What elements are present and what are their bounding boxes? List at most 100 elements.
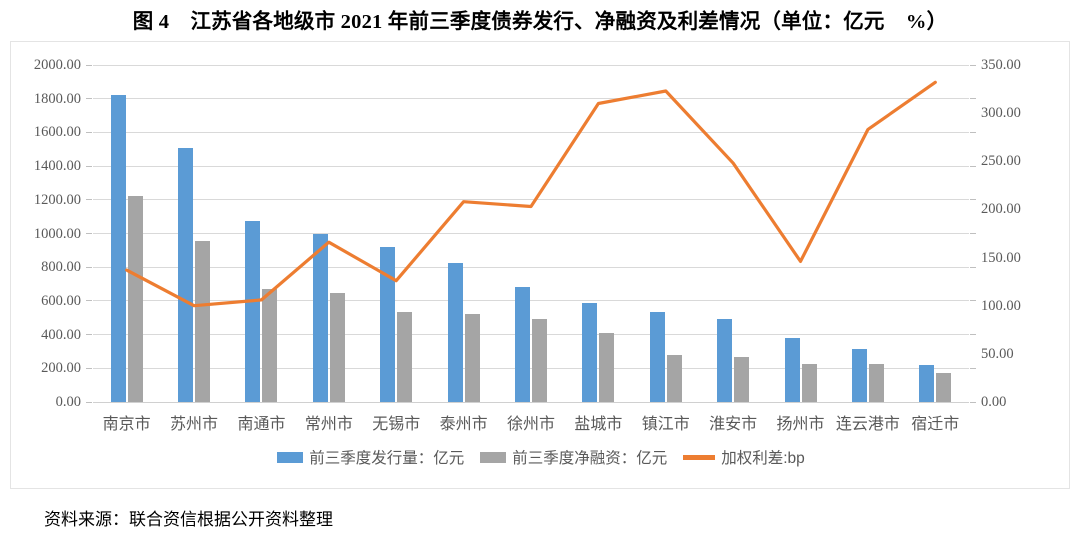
figure-title: 图 4 江苏省各地级市 2021 年前三季度债券发行、净融资及利差情况（单位：亿… (132, 11, 948, 33)
axis-tick-mark (86, 165, 92, 167)
line-weighted-spread (125, 80, 937, 308)
bar-前三季度净融资-亿元-南京市 (127, 196, 143, 402)
x-axis-label-宿迁市: 宿迁市 (911, 416, 960, 433)
gridline (93, 131, 969, 133)
axis-tick-mark (970, 98, 976, 100)
axis-tick-mark (970, 165, 976, 167)
y-axis-left-tick-label: 1000.00 (33, 225, 81, 242)
axis-tick-mark (970, 131, 976, 133)
y-axis-right-tick-label: 200.00 (981, 201, 1021, 218)
axis-tick-mark (970, 233, 976, 234)
bar-前三季度发行量-亿元-连云港市 (851, 348, 867, 402)
axis-tick-mark (970, 401, 976, 403)
gridline (93, 199, 969, 201)
bar-前三季度发行量-亿元-南通市 (245, 220, 261, 402)
y-axis-left-tick-label: 1400.00 (33, 158, 81, 175)
x-axis-label-南京市: 南京市 (102, 416, 151, 433)
axis-tick-mark (86, 64, 92, 66)
gridline (93, 367, 969, 369)
axis-tick-mark (86, 233, 92, 234)
y-axis-left-tick-label: 1200.00 (33, 191, 81, 208)
bar-前三季度发行量-亿元-宿迁市 (919, 364, 935, 402)
y-axis-right-tick-label: 150.00 (981, 249, 1021, 266)
x-axis-label-徐州市: 徐州市 (506, 416, 555, 433)
bar-前三季度净融资-亿元-泰州市 (464, 313, 480, 402)
axis-tick-mark (970, 199, 976, 201)
y-axis-left-tick-label: 0.00 (55, 394, 81, 410)
line-series-layer (125, 80, 937, 308)
bar-前三季度净融资-亿元-南通市 (262, 289, 278, 402)
axis-tick-mark (86, 98, 92, 100)
gridline (93, 64, 969, 66)
axis-tick-mark (86, 131, 92, 133)
gridline (93, 401, 969, 403)
legend-label-net-financing: 前三季度净融资：亿元 (512, 450, 668, 467)
axis-tick-mark (970, 300, 976, 302)
y-axis-left-tick-label: 1800.00 (33, 90, 81, 107)
legend-item-weighted-spread[interactable]: 加权利差:bp (683, 446, 805, 468)
gridline (93, 266, 969, 268)
legend-label-weighted-spread: 加权利差:bp (721, 450, 805, 467)
bar-前三季度净融资-亿元-宿迁市 (936, 373, 952, 402)
bar-前三季度发行量-亿元-扬州市 (784, 337, 800, 402)
bar-前三季度净融资-亿元-扬州市 (801, 364, 817, 402)
bar-前三季度净融资-亿元-镇江市 (666, 354, 682, 402)
axis-tick-mark (86, 199, 92, 201)
y-axis-left-tick-label: 400.00 (41, 326, 81, 343)
gridline (93, 165, 969, 167)
bar-前三季度发行量-亿元-淮安市 (717, 319, 733, 402)
y-axis-right-tick-label: 50.00 (981, 345, 1014, 362)
y-axis-right-tick-label: 0.00 (981, 394, 1007, 410)
x-axis-label-盐城市: 盐城市 (574, 416, 623, 433)
bar-前三季度发行量-亿元-常州市 (312, 233, 328, 402)
bar-前三季度发行量-亿元-苏州市 (178, 147, 194, 402)
bar-前三季度净融资-亿元-淮安市 (734, 357, 750, 402)
bar-前三季度发行量-亿元-镇江市 (649, 311, 665, 402)
y-axis-left-tick-label: 200.00 (41, 360, 81, 377)
y-axis-right-tick-label: 300.00 (981, 105, 1021, 122)
x-axis-label-苏州市: 苏州市 (170, 416, 219, 433)
legend-swatch-net-financing-square-icon (480, 451, 507, 463)
bar-前三季度净融资-亿元-无锡市 (397, 311, 413, 402)
chart-legend: 前三季度发行量：亿元 前三季度净融资：亿元 加权利差:bp (11, 446, 1071, 468)
y-axis-right-tick-label: 100.00 (981, 297, 1021, 314)
axis-tick-mark (970, 334, 976, 336)
y-axis-right-tick-label: 350.00 (981, 57, 1021, 73)
x-axis-label-扬州市: 扬州市 (776, 416, 825, 433)
axis-tick-mark (86, 367, 92, 369)
axis-tick-mark (86, 300, 92, 302)
x-axis-label-镇江市: 镇江市 (641, 416, 690, 433)
bar-前三季度发行量-亿元-南京市 (110, 95, 126, 402)
x-axis-labels: 南京市 苏州市 南通市 常州市 无锡市 泰州市 徐州市 盐城市 镇江市 淮安市 扬州市 连云港市 宿迁市 (93, 410, 969, 436)
gridline (93, 334, 969, 336)
source-note: 资料来源：联合资信根据公开资料整理 (44, 510, 333, 529)
axis-tick-mark (86, 266, 92, 268)
y-axis-left-tick-label: 1600.00 (33, 124, 81, 141)
chart-canvas: 0.00 200.00 400.00 600.00 800.00 1000.00 1200.… (10, 41, 1070, 489)
x-axis-label-常州市: 常州市 (304, 416, 353, 433)
bar-前三季度净融资-亿元-徐州市 (532, 319, 547, 402)
axis-tick-mark (970, 64, 976, 66)
legend-item-issuance[interactable]: 前三季度发行量：亿元 (277, 446, 464, 468)
bar-前三季度发行量-亿元-泰州市 (447, 263, 463, 402)
x-axis-label-连云港市: 连云港市 (835, 416, 900, 433)
gridline (93, 300, 969, 302)
legend-label-issuance: 前三季度发行量：亿元 (309, 450, 465, 467)
gridline (93, 98, 969, 100)
y-axis-right-tick-label: 250.00 (981, 153, 1021, 170)
y-axis-left-tick-label: 600.00 (41, 292, 81, 309)
axis-tick-mark (970, 367, 976, 369)
axis-tick-mark (86, 334, 92, 336)
bar-前三季度净融资-亿元-苏州市 (195, 241, 211, 402)
x-axis-label-泰州市: 泰州市 (439, 416, 488, 433)
axis-tick-mark (86, 401, 92, 403)
plot-area (86, 64, 976, 403)
y-axis-left-tick-label: 2000.00 (33, 57, 81, 73)
legend-item-net-financing[interactable]: 前三季度净融资：亿元 (480, 446, 667, 468)
legend-swatch-issuance-square-icon (277, 451, 304, 463)
bar-前三季度发行量-亿元-无锡市 (380, 246, 396, 402)
axis-tick-mark (970, 266, 976, 268)
y-axis-left-tick-label: 800.00 (41, 259, 81, 276)
x-axis-label-淮安市: 淮安市 (709, 416, 758, 433)
